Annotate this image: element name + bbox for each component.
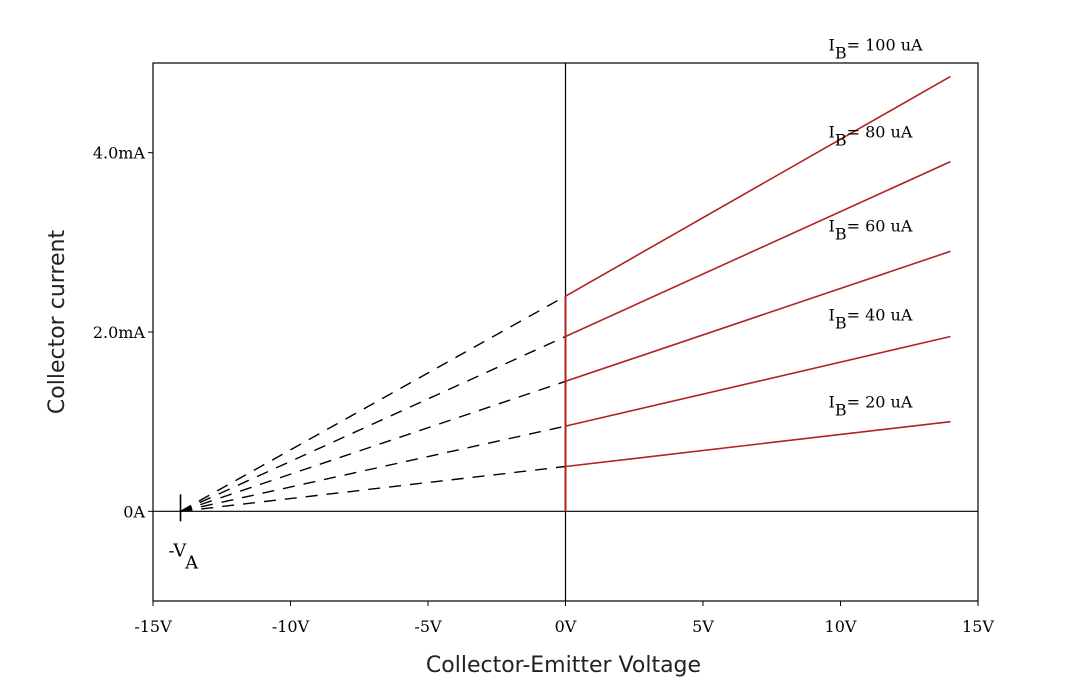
x-tick-label: -10V: [272, 617, 310, 636]
characteristic-curve: [565, 160, 951, 338]
y-tick-label: 0A: [123, 502, 145, 521]
y-axis-title: Collector current: [45, 230, 70, 415]
y-axis-ticks: 0A 2.0mA 4.0mA: [93, 144, 153, 521]
extrapolation-line: [180, 335, 566, 512]
curve-label: IB= 40 uA: [829, 305, 913, 332]
x-axis-ticks: -15V -10V -5V 0V 5V 10V 15V: [134, 601, 994, 636]
early-voltage-marker: -VA: [169, 494, 200, 573]
characteristic-curve: [565, 75, 951, 297]
extrapolation-lines: [180, 295, 566, 513]
curve-label: IB= 100 uA: [829, 35, 924, 62]
x-tick-label: -5V: [414, 617, 442, 636]
characteristic-curve: [565, 250, 951, 383]
x-tick-label: 15V: [962, 617, 994, 636]
x-tick-label: 0V: [555, 617, 577, 636]
y-tick-label: 2.0mA: [93, 323, 146, 342]
early-voltage-label: -VA: [169, 540, 200, 573]
extrapolation-line: [180, 380, 566, 512]
curve-label: IB= 60 uA: [829, 216, 913, 243]
curve-label: IB= 20 uA: [829, 393, 913, 420]
characteristic-curve: [565, 335, 951, 427]
characteristic-curves: [564, 75, 951, 512]
curve-label: IB= 80 uA: [829, 123, 913, 150]
extrapolation-line: [180, 425, 566, 513]
extrapolation-line: [180, 465, 566, 513]
extrapolation-line: [180, 295, 566, 512]
x-tick-label: 10V: [825, 617, 857, 636]
y-tick-label: 4.0mA: [93, 144, 146, 163]
curve-labels: IB= 20 uA IB= 40 uA IB= 60 uA IB= 80 uA IB= …: [829, 35, 924, 419]
x-tick-label: -15V: [134, 617, 172, 636]
characteristic-curve: [565, 420, 951, 468]
x-axis-title: Collector-Emitter Voltage: [426, 653, 701, 678]
x-tick-label: 5V: [692, 617, 714, 636]
